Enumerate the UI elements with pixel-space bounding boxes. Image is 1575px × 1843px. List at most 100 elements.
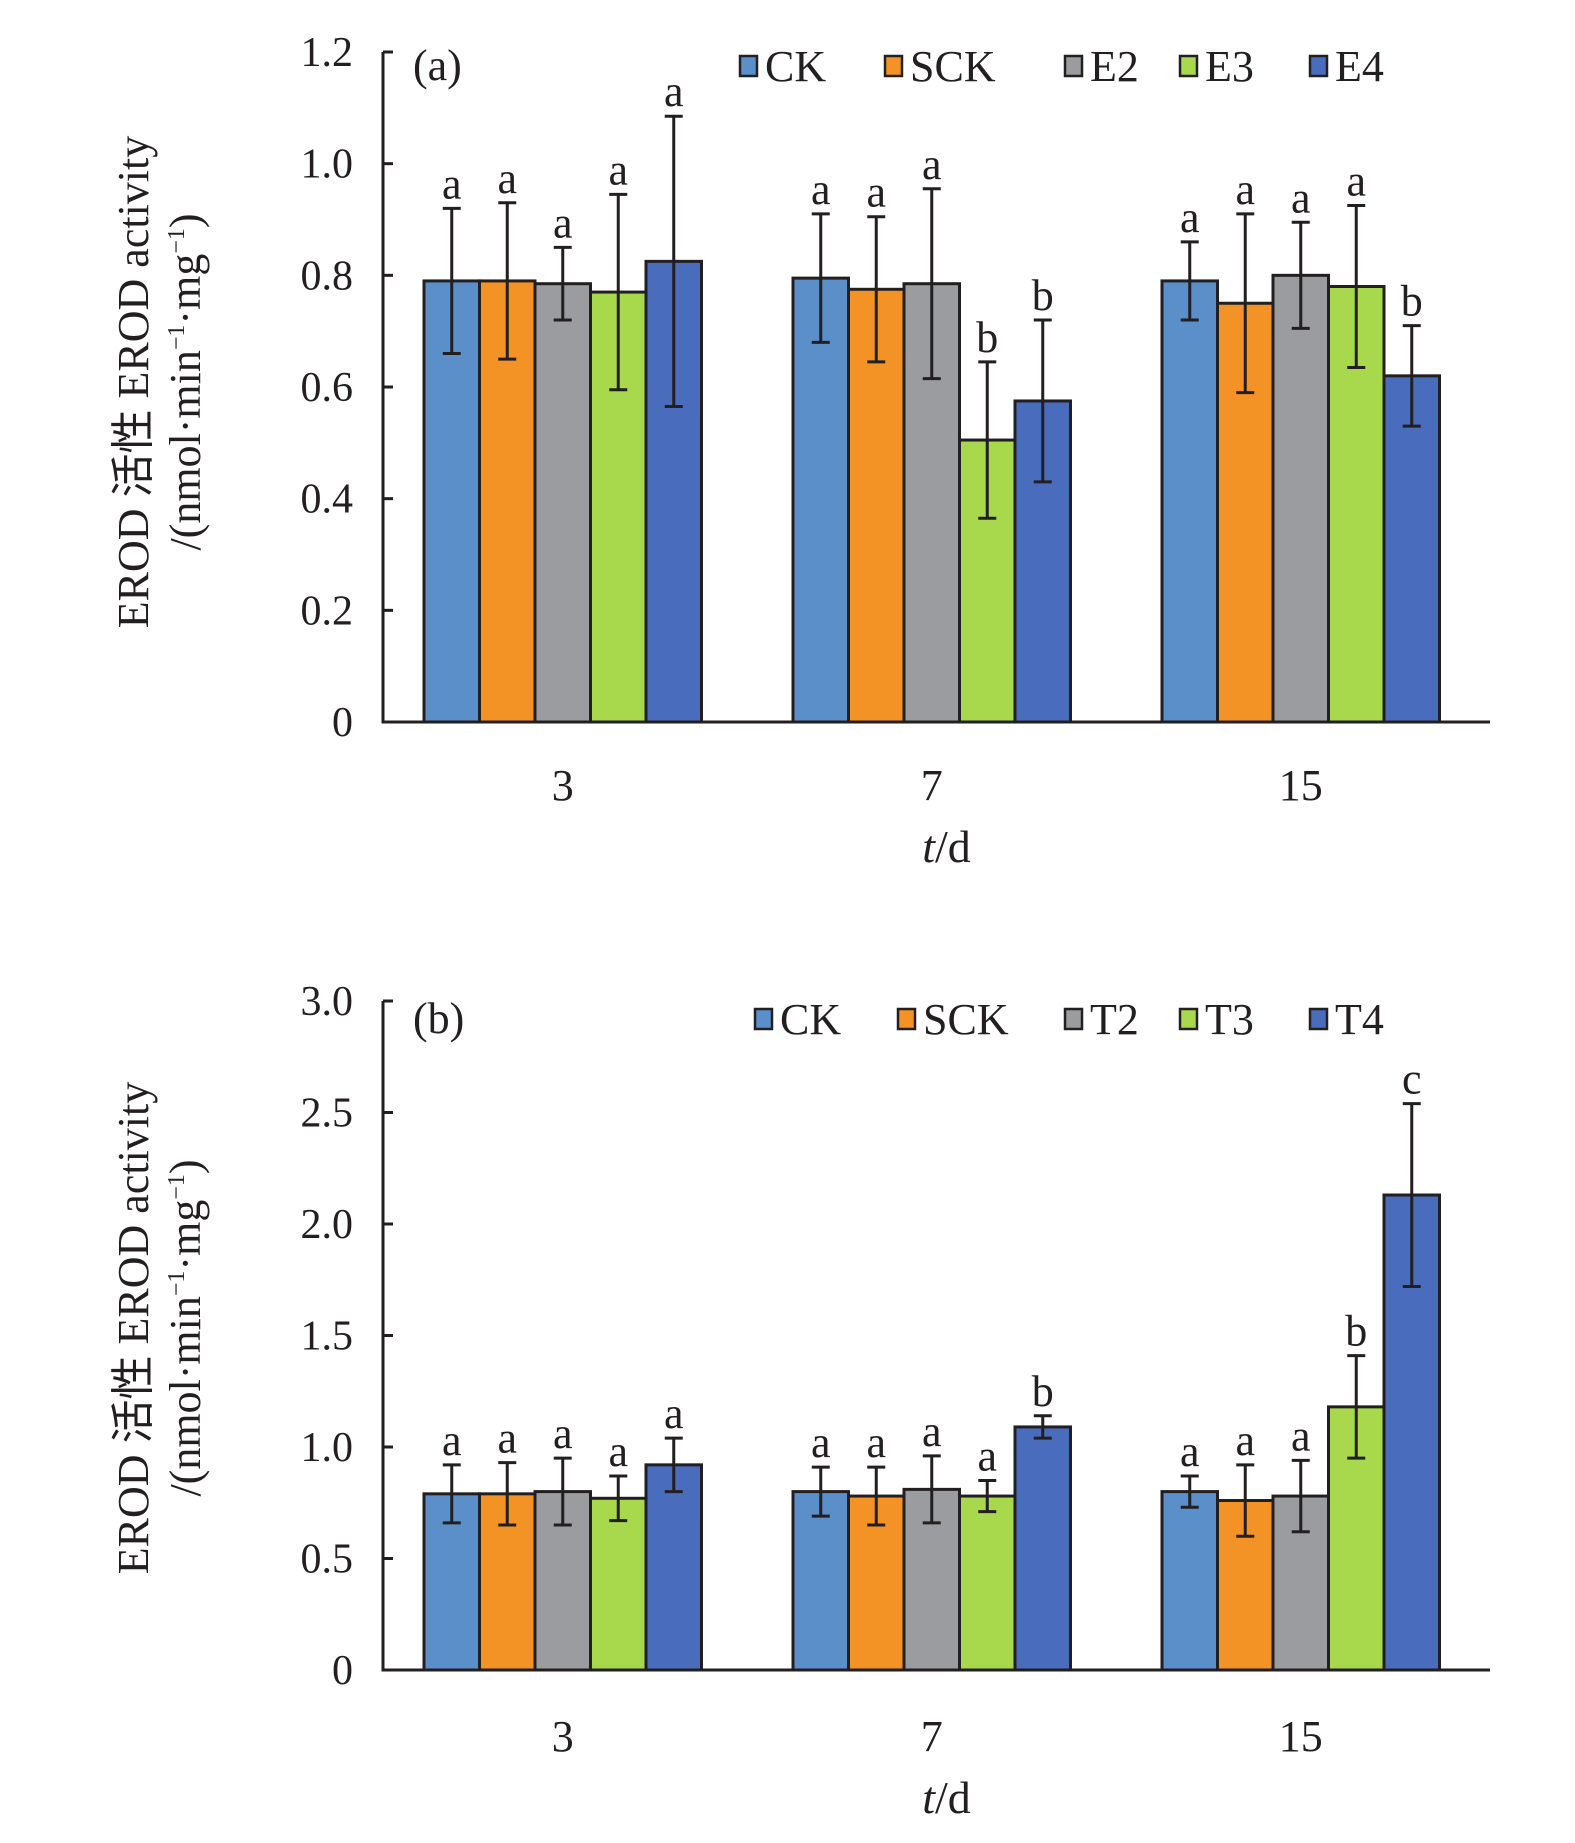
- x-axis-title: t/d: [922, 821, 971, 872]
- y-tick-label: 1.0: [301, 142, 354, 188]
- significance-letter: b: [1401, 277, 1423, 326]
- x-axis-title-variable: t: [922, 1772, 936, 1823]
- legend-item-e2: E2: [1063, 42, 1139, 91]
- significance-letter: a: [922, 1407, 942, 1456]
- legend-item-ck: CK: [753, 995, 841, 1044]
- y-tick-label: 2.0: [301, 1202, 354, 1248]
- legend-label: CK: [780, 995, 841, 1044]
- significance-letter: a: [497, 1414, 517, 1463]
- x-axis-title-unit: /d: [935, 821, 971, 872]
- legend-swatch: [896, 1007, 917, 1031]
- y-tick-label: 0: [332, 1648, 353, 1694]
- y-tick-label: 0.2: [301, 588, 354, 634]
- legend-swatch: [1178, 54, 1199, 78]
- legend-swatch: [1063, 1007, 1084, 1031]
- significance-letter: a: [664, 1389, 684, 1438]
- x-tick-label: 7: [921, 1712, 943, 1761]
- significance-letter: c: [1402, 1055, 1422, 1104]
- significance-letter: a: [977, 1431, 997, 1480]
- legend-swatch: [753, 1007, 774, 1031]
- legend-item-ck: CK: [738, 42, 826, 91]
- y-tick-label: 1.5: [301, 1314, 354, 1360]
- significance-letter: a: [497, 154, 517, 203]
- significance-letter: a: [442, 1416, 462, 1465]
- panel-label: (a): [413, 41, 462, 90]
- significance-letter: a: [866, 168, 886, 217]
- bar-t3: [958, 1494, 1017, 1672]
- bar-ck: [1160, 1490, 1219, 1672]
- significance-letter: a: [553, 1409, 573, 1458]
- x-tick-label: 3: [552, 761, 574, 810]
- legend-label: E3: [1205, 42, 1254, 91]
- x-axis-title-unit: /d: [935, 1772, 971, 1823]
- y-tick-label: 1.0: [301, 1425, 354, 1471]
- legend-label: CK: [765, 42, 826, 91]
- x-tick-label: 15: [1279, 761, 1323, 810]
- significance-letter: a: [866, 1418, 886, 1467]
- y-tick-label: 0: [332, 700, 353, 746]
- legend: CK SCK T2 T3 T4: [753, 995, 1384, 1044]
- legend-label: SCK: [923, 995, 1009, 1044]
- legend-swatch: [1178, 1007, 1199, 1031]
- significance-letter: a: [811, 1418, 831, 1467]
- significance-letter: a: [1291, 173, 1311, 222]
- legend-label: T3: [1205, 995, 1254, 1044]
- legend-swatch: [883, 54, 904, 78]
- significance-letter: a: [1180, 193, 1200, 242]
- bar-e2: [533, 282, 592, 724]
- y-tick-label: 0.5: [301, 1537, 354, 1583]
- significance-letter: b: [1032, 1367, 1054, 1416]
- significance-letter: b: [976, 313, 998, 362]
- legend-swatch: [1308, 54, 1329, 78]
- significance-letter: a: [442, 159, 462, 208]
- bar-e2: [1271, 273, 1330, 724]
- significance-letter: b: [1032, 271, 1054, 320]
- legend-label: E2: [1090, 42, 1139, 91]
- significance-letter: a: [1235, 165, 1255, 214]
- legend-item-t2: T2: [1063, 995, 1139, 1044]
- legend-swatch: [738, 54, 759, 78]
- bar-t2: [902, 1487, 961, 1672]
- legend: CK SCK E2 E3 E4: [738, 42, 1384, 91]
- y-tick-label: 0.8: [301, 253, 354, 299]
- legend-label: T4: [1335, 995, 1384, 1044]
- y-tick-label: 3.0: [301, 979, 354, 1025]
- significance-letter: a: [1291, 1411, 1311, 1460]
- legend-item-sck: SCK: [896, 995, 1009, 1044]
- x-tick-label: 3: [552, 1712, 574, 1761]
- significance-letter: a: [1235, 1416, 1255, 1465]
- y-tick-label: 0.6: [301, 365, 354, 411]
- bar-ck: [791, 276, 850, 724]
- y-tick-label: 2.5: [301, 1091, 354, 1137]
- y-tick-label: 0.4: [301, 477, 354, 523]
- legend-label: E4: [1335, 42, 1384, 91]
- bar-t4: [1013, 1425, 1072, 1672]
- legend-label: T2: [1090, 995, 1139, 1044]
- bar-e4: [1382, 374, 1441, 724]
- chart-panel-b: EROD 活性 EROD activity /(nmol·min−1·mg−1)…: [0, 921, 1575, 1842]
- significance-letter: a: [553, 198, 573, 247]
- chart-panel-a: EROD 活性 EROD activity /(nmol·min−1·mg−1)…: [0, 0, 1575, 921]
- significance-letter: a: [664, 67, 684, 116]
- significance-letter: a: [1180, 1427, 1200, 1476]
- significance-letter: a: [608, 145, 628, 194]
- legend-label: SCK: [910, 42, 996, 91]
- legend-item-t4: T4: [1308, 995, 1384, 1044]
- legend-item-t3: T3: [1178, 995, 1254, 1044]
- y-tick-label: 1.2: [301, 30, 354, 76]
- x-axis-title: t/d: [922, 1772, 971, 1823]
- bar-ck: [791, 1490, 850, 1672]
- legend-item-e3: E3: [1178, 42, 1254, 91]
- bar-ck: [1160, 279, 1219, 724]
- bar-t3: [589, 1496, 648, 1672]
- legend-item-sck: SCK: [883, 42, 996, 91]
- panel-label: (b): [413, 994, 464, 1043]
- significance-letter: b: [1345, 1307, 1367, 1356]
- x-axis-title-variable: t: [922, 821, 936, 872]
- significance-letter: a: [1346, 157, 1366, 206]
- x-tick-label: 7: [921, 761, 943, 810]
- legend-swatch: [1308, 1007, 1329, 1031]
- bar-t4: [644, 1463, 703, 1672]
